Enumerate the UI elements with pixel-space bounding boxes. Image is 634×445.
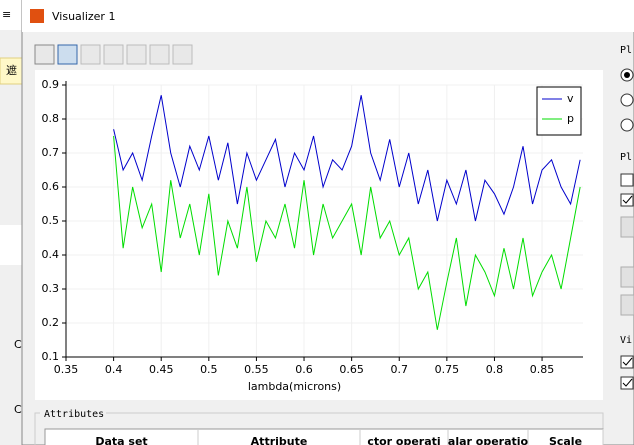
- checkbox[interactable]: [620, 355, 634, 369]
- column-header: Data set: [95, 435, 147, 445]
- legend: [536, 86, 582, 136]
- left-text: C: [14, 403, 22, 416]
- menu-icon: ≡: [2, 8, 11, 21]
- tool-button[interactable]: [34, 44, 55, 65]
- y-tick-label: 0.7: [42, 146, 60, 159]
- y-tick-label: 0.9: [42, 78, 60, 91]
- group-label: Pl: [620, 45, 632, 56]
- y-tick-label: 0.5: [42, 214, 60, 227]
- data-line: [113, 135, 581, 330]
- column-header: ctor operati: [367, 435, 440, 445]
- radio[interactable]: [620, 118, 634, 132]
- x-tick-label: 0.45: [149, 363, 174, 376]
- y-tick-label: 0.2: [42, 316, 60, 329]
- button[interactable]: [620, 266, 634, 288]
- tool-button[interactable]: [172, 44, 193, 65]
- y-tick-label: 0.4: [42, 248, 60, 261]
- x-tick-label: 0.5: [200, 363, 218, 376]
- column-header: Scale: [549, 435, 582, 445]
- left-text: C: [14, 338, 22, 351]
- app-icon: [30, 9, 44, 23]
- x-tick-label: 0.35: [54, 363, 79, 376]
- y-tick-label: 0.8: [42, 112, 60, 125]
- tool-button[interactable]: [126, 44, 147, 65]
- tool-button[interactable]: [80, 44, 101, 65]
- button[interactable]: [620, 294, 634, 316]
- toolbar: [34, 44, 193, 65]
- x-tick-label: 0.7: [390, 363, 408, 376]
- tool-button[interactable]: [149, 44, 170, 65]
- right-panel: Pl Pl Vi: [620, 45, 634, 390]
- back-window: [0, 0, 22, 445]
- checkbox[interactable]: [620, 376, 634, 390]
- x-tick-label: 0.8: [486, 363, 504, 376]
- plot-panel: [35, 70, 603, 400]
- check: [622, 378, 633, 387]
- tool-button[interactable]: [103, 44, 124, 65]
- column-header: Attribute: [251, 435, 308, 445]
- tooltip-text: 遮: [6, 63, 17, 77]
- x-tick-label: 0.75: [435, 363, 460, 376]
- window-title: Visualizer 1: [52, 10, 115, 23]
- x-tick-label: 0.4: [105, 363, 123, 376]
- checkbox[interactable]: [620, 193, 634, 207]
- x-tick-label: 0.6: [295, 363, 313, 376]
- x-tick-label: 0.55: [244, 363, 269, 376]
- x-axis-label: lambda(microns): [248, 380, 341, 393]
- check: [622, 357, 633, 366]
- data-line: [113, 95, 581, 222]
- check: [622, 195, 633, 204]
- back-window-2: [0, 225, 22, 265]
- attributes-title: Attributes: [44, 409, 104, 420]
- titlebar: [22, 0, 634, 32]
- legend-label: p: [567, 112, 574, 125]
- button[interactable]: [620, 216, 634, 238]
- y-tick-label: 0.1: [42, 350, 60, 363]
- checkbox[interactable]: [620, 173, 634, 187]
- x-tick-label: 0.65: [339, 363, 364, 376]
- y-tick-label: 0.3: [42, 282, 60, 295]
- group-label: Pl: [620, 152, 632, 163]
- back-titlebar: [0, 0, 22, 30]
- tool-button[interactable]: [57, 44, 78, 65]
- radio-dot: [624, 72, 630, 78]
- group-label-bg: [40, 408, 106, 419]
- legend-label: v: [567, 92, 574, 105]
- column-header: alar operatio: [448, 435, 529, 445]
- x-tick-label: 0.85: [530, 363, 555, 376]
- y-tick-label: 0.6: [42, 180, 60, 193]
- radio[interactable]: [620, 93, 634, 107]
- group-label: Vi: [620, 335, 632, 346]
